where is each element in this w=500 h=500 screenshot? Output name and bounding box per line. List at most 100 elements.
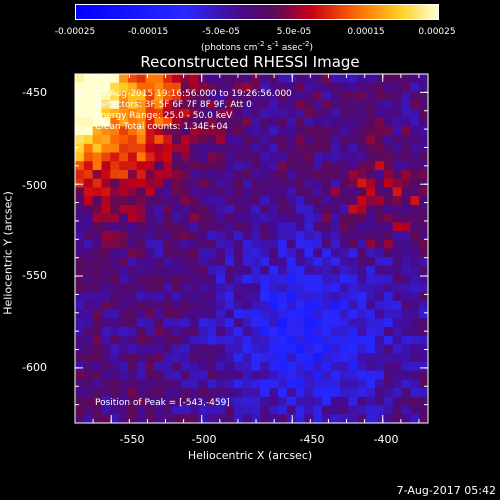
heatmap-cell bbox=[198, 335, 208, 345]
heatmap-cell bbox=[375, 222, 385, 232]
heatmap-cell bbox=[322, 126, 332, 136]
heatmap-cell bbox=[180, 152, 191, 162]
heatmap-cell bbox=[357, 283, 367, 293]
heatmap-cell bbox=[136, 335, 147, 345]
heatmap-cell bbox=[172, 283, 182, 293]
heatmap-cell bbox=[348, 318, 358, 328]
heatmap-cell bbox=[366, 265, 376, 276]
heatmap-cell bbox=[225, 292, 235, 302]
heatmap-cell bbox=[92, 196, 102, 206]
heatmap-cell bbox=[110, 265, 120, 276]
heatmap-cell bbox=[101, 82, 111, 92]
heatmap-cell bbox=[392, 117, 403, 127]
heatmap-cell bbox=[277, 126, 288, 136]
heatmap-cell bbox=[383, 327, 394, 337]
heatmap-cell bbox=[198, 100, 208, 110]
heatmap-cell bbox=[392, 327, 403, 337]
heatmap-cell bbox=[366, 414, 376, 424]
heatmap-cell bbox=[145, 196, 155, 206]
heatmap-cell bbox=[295, 178, 305, 188]
heatmap-cell bbox=[260, 117, 270, 127]
heatmap-cell bbox=[83, 300, 94, 311]
heatmap-cell bbox=[348, 292, 358, 302]
heatmap-cell bbox=[180, 274, 191, 284]
heatmap-cell bbox=[375, 344, 385, 354]
heatmap-cell bbox=[330, 213, 341, 223]
heatmap-cell bbox=[419, 292, 429, 302]
heatmap-cell bbox=[172, 196, 182, 206]
heatmap-cell bbox=[110, 370, 120, 380]
heatmap-cell bbox=[136, 196, 147, 206]
heatmap-cell bbox=[207, 74, 217, 84]
heatmap-cell bbox=[383, 405, 394, 415]
heatmap-cell bbox=[189, 318, 200, 328]
heatmap-cell bbox=[286, 100, 297, 110]
heatmap-cell bbox=[322, 222, 332, 232]
heatmap-cell bbox=[83, 248, 94, 258]
heatmap-cell bbox=[110, 74, 120, 84]
heatmap-cell bbox=[313, 248, 323, 258]
heatmap-cell bbox=[383, 82, 394, 92]
heatmap-cell bbox=[127, 169, 138, 180]
heatmap-cell bbox=[251, 370, 261, 380]
heatmap-cell bbox=[163, 161, 173, 171]
heatmap-cell bbox=[286, 309, 297, 319]
heatmap-cell bbox=[401, 283, 411, 293]
heatmap-cell bbox=[304, 204, 314, 215]
heatmap-cell bbox=[277, 143, 288, 154]
heatmap-cell bbox=[348, 196, 358, 206]
heatmap-cell bbox=[110, 248, 120, 258]
heatmap-cell bbox=[339, 292, 350, 302]
heatmap-cell bbox=[269, 213, 279, 223]
heatmap-cell bbox=[207, 117, 217, 127]
heatmap-cell bbox=[383, 169, 394, 180]
heatmap-cell bbox=[180, 178, 191, 188]
heatmap-cell bbox=[207, 274, 217, 284]
heatmap-cell bbox=[154, 292, 164, 302]
heatmap-cell bbox=[119, 274, 129, 284]
heatmap-cell bbox=[277, 239, 288, 249]
heatmap-cell bbox=[189, 396, 200, 407]
heatmap-cell bbox=[357, 300, 367, 311]
heatmap-cell bbox=[207, 178, 217, 188]
heatmap-cell bbox=[357, 213, 367, 223]
heatmap-cell bbox=[75, 82, 85, 92]
heatmap-cell bbox=[366, 309, 376, 319]
heatmap-cell bbox=[295, 196, 305, 206]
heatmap-cell bbox=[357, 257, 367, 267]
heatmap-cell bbox=[419, 274, 429, 284]
heatmap-cell bbox=[322, 152, 332, 162]
heatmap-cell bbox=[295, 283, 305, 293]
heatmap-cell bbox=[313, 265, 323, 276]
heatmap-cell bbox=[101, 169, 111, 180]
heatmap-cell bbox=[198, 414, 208, 424]
heatmap-cell bbox=[119, 152, 129, 162]
heatmap-cell bbox=[251, 309, 261, 319]
heatmap-cell bbox=[392, 405, 403, 415]
heatmap-cell bbox=[198, 231, 208, 241]
heatmap-cell bbox=[330, 117, 341, 127]
heatmap-cell bbox=[119, 187, 129, 197]
heatmap-cell bbox=[180, 135, 191, 145]
heatmap-cell bbox=[366, 327, 376, 337]
heatmap-cell bbox=[295, 379, 305, 389]
heatmap-cell bbox=[304, 344, 314, 354]
heatmap-cell bbox=[83, 135, 94, 145]
heatmap-cell bbox=[330, 370, 341, 380]
heatmap-cell bbox=[163, 388, 173, 398]
heatmap-cell bbox=[330, 257, 341, 267]
heatmap-cell bbox=[277, 388, 288, 398]
heatmap-cell bbox=[375, 292, 385, 302]
heatmap-cell bbox=[357, 344, 367, 354]
heatmap-cell bbox=[251, 91, 261, 101]
heatmap-cell bbox=[136, 388, 147, 398]
colorbar-tick-label: 0.00015 bbox=[347, 27, 385, 37]
heatmap-cell bbox=[419, 257, 429, 267]
heatmap-cell bbox=[242, 257, 252, 267]
heatmap-cell bbox=[92, 100, 102, 110]
heatmap-cell bbox=[269, 335, 279, 345]
heatmap-cell bbox=[304, 213, 314, 223]
heatmap-cell bbox=[216, 283, 226, 293]
heatmap-cell bbox=[375, 152, 385, 162]
heatmap-cell bbox=[269, 292, 279, 302]
